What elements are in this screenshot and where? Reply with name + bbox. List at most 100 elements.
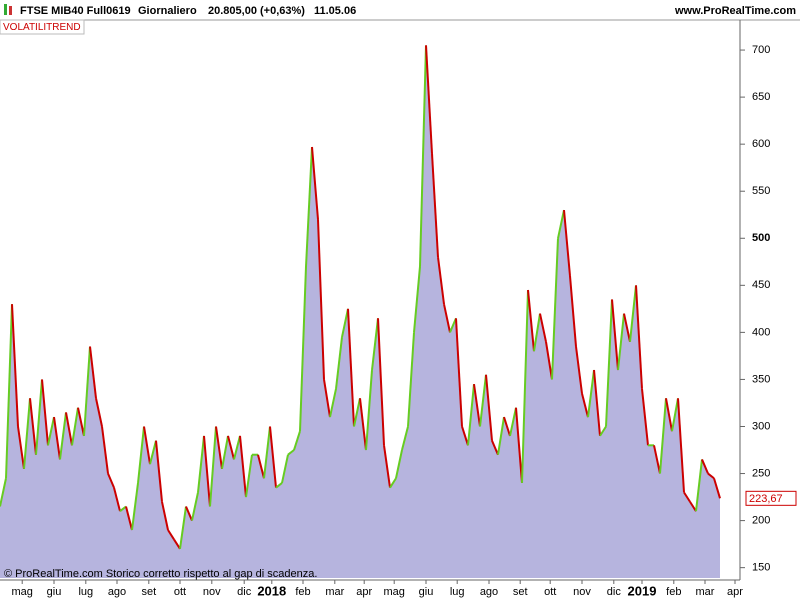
- x-tick-label: mag: [11, 586, 32, 598]
- line-segment: [587, 369, 595, 418]
- line-segment: [257, 454, 265, 479]
- line-segment: [701, 459, 709, 474]
- line-segment: [89, 346, 97, 399]
- line-segment: [503, 416, 511, 437]
- footer: © ProRealTime.com Storico corretto rispe…: [4, 568, 317, 580]
- line-segment: [275, 482, 283, 489]
- line-segment: [431, 153, 439, 258]
- line-segment: [11, 304, 19, 427]
- line-segment: [551, 238, 559, 380]
- line-segment: [353, 398, 361, 427]
- line-segment: [95, 398, 103, 427]
- line-segment: [311, 146, 319, 220]
- last-value-box: [745, 490, 797, 506]
- line-segment: [491, 440, 499, 456]
- line-segment: [707, 472, 715, 480]
- line-segment: [413, 266, 421, 333]
- line-segment: [125, 506, 133, 531]
- line-segment: [161, 501, 169, 531]
- line-segment: [215, 426, 223, 469]
- line-segment: [605, 299, 613, 427]
- line-segment: [239, 435, 247, 498]
- line-segment: [149, 440, 157, 465]
- line-segment: [269, 426, 277, 488]
- line-segment: [467, 384, 475, 446]
- indicator-box: [0, 19, 85, 35]
- line-segment: [539, 313, 547, 342]
- line-segment: [641, 388, 649, 446]
- line-segment: [41, 379, 49, 446]
- line-segment: [671, 398, 679, 432]
- line-segment: [395, 449, 403, 479]
- x-tick-label: ago: [480, 586, 498, 598]
- time: 11.05.06: [314, 5, 356, 17]
- line-segment: [191, 492, 199, 521]
- line-segment: [23, 398, 31, 469]
- line-segment: [137, 426, 145, 484]
- line-segment: [167, 529, 175, 540]
- x-tick-label: mar: [325, 586, 344, 598]
- line-segment: [383, 445, 391, 488]
- line-segment: [563, 209, 571, 277]
- line-segment: [197, 435, 205, 493]
- line-segment: [83, 346, 91, 436]
- x-tick-label: mar: [696, 586, 715, 598]
- line-segment: [533, 313, 541, 352]
- x-tick-label: lug: [78, 586, 93, 598]
- line-segment: [65, 412, 73, 446]
- line-segment: [617, 313, 625, 371]
- x-tick-label: giu: [419, 586, 434, 598]
- line-segment: [17, 426, 25, 469]
- x-tick-label: dic: [237, 586, 252, 598]
- line-segment: [263, 426, 271, 479]
- x-tick-label: dic: [607, 586, 622, 598]
- line-segment: [5, 304, 13, 479]
- x-tick-label: ago: [108, 586, 126, 598]
- line-segment: [425, 45, 433, 154]
- line-segment: [575, 346, 583, 394]
- line-segment: [479, 374, 487, 427]
- line-segment: [515, 407, 523, 484]
- line-segment: [179, 506, 187, 549]
- line-segment: [173, 538, 181, 550]
- x-tick-label: 2019: [628, 583, 657, 598]
- line-segment: [227, 435, 235, 460]
- x-tick-label: apr: [356, 586, 372, 598]
- line-segment: [47, 416, 55, 446]
- line-segment: [347, 308, 355, 427]
- x-tick-label: set: [141, 586, 156, 598]
- line-segment: [485, 374, 493, 441]
- line-segment: [0, 478, 7, 507]
- line-segment: [473, 383, 481, 427]
- line-segment: [449, 317, 457, 333]
- y-tick-label: 200: [752, 515, 770, 527]
- line-segment: [113, 487, 121, 512]
- y-tick-label: 650: [752, 91, 770, 103]
- x-tick-label: feb: [666, 586, 681, 598]
- line-segment: [497, 416, 505, 455]
- area: [0, 45, 720, 579]
- line-segment: [599, 425, 607, 437]
- line-segment: [545, 341, 553, 380]
- line-segment: [245, 454, 253, 498]
- instrument: FTSE MIB40 Full0619: [20, 5, 131, 17]
- line-segment: [695, 459, 703, 512]
- period: Giornaliero: [138, 5, 197, 17]
- line-segment: [35, 379, 43, 455]
- line-segment: [101, 426, 109, 474]
- line-segment: [407, 332, 415, 427]
- line-segment: [155, 440, 163, 502]
- x-tick-label: mag: [383, 586, 404, 598]
- line-segment: [221, 435, 229, 470]
- x-tick-label: feb: [295, 586, 310, 598]
- line-segment: [713, 477, 721, 499]
- line-segment: [323, 379, 331, 418]
- line-segment: [287, 449, 295, 456]
- x-tick-label: lug: [450, 586, 465, 598]
- line-segment: [455, 318, 463, 427]
- line-segment: [77, 407, 85, 437]
- x-tick-label: giu: [47, 586, 62, 598]
- y-tick-label: 300: [752, 420, 770, 432]
- line-segment: [659, 398, 667, 474]
- line-segment: [131, 482, 139, 531]
